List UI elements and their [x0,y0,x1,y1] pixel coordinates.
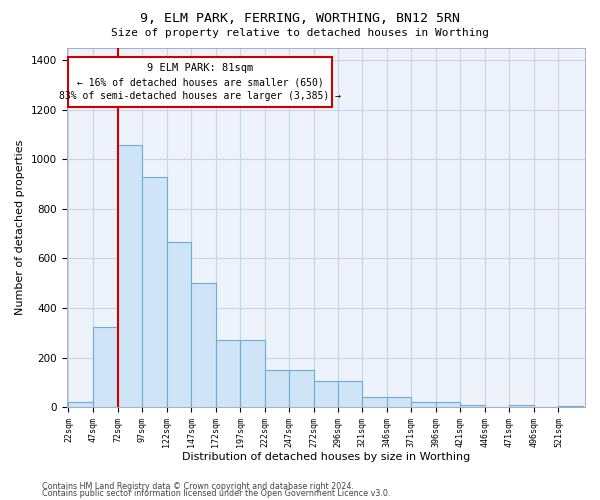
Bar [362,398,386,407]
Bar [411,402,436,407]
Bar [314,381,338,407]
FancyBboxPatch shape [68,58,332,107]
Text: ← 16% of detached houses are smaller (650): ← 16% of detached houses are smaller (65… [77,77,323,87]
Bar [68,402,93,407]
Text: 9, ELM PARK, FERRING, WORTHING, BN12 5RN: 9, ELM PARK, FERRING, WORTHING, BN12 5RN [140,12,460,26]
Bar [142,176,167,407]
Text: 9 ELM PARK: 81sqm: 9 ELM PARK: 81sqm [147,64,253,74]
Bar [559,406,583,407]
X-axis label: Distribution of detached houses by size in Worthing: Distribution of detached houses by size … [182,452,470,462]
Bar [216,340,241,407]
Bar [509,404,534,407]
Bar [460,404,485,407]
Bar [265,370,289,407]
Bar [436,402,460,407]
Bar [241,340,265,407]
Text: Contains public sector information licensed under the Open Government Licence v3: Contains public sector information licen… [42,490,391,498]
Bar [386,398,411,407]
Text: Size of property relative to detached houses in Worthing: Size of property relative to detached ho… [111,28,489,38]
Bar [93,326,118,407]
Text: Contains HM Land Registry data © Crown copyright and database right 2024.: Contains HM Land Registry data © Crown c… [42,482,354,491]
Text: 83% of semi-detached houses are larger (3,385) →: 83% of semi-detached houses are larger (… [59,91,341,101]
Bar [167,242,191,407]
Bar [191,283,216,407]
Bar [338,381,362,407]
Y-axis label: Number of detached properties: Number of detached properties [15,140,25,315]
Bar [289,370,314,407]
Bar [118,146,142,407]
